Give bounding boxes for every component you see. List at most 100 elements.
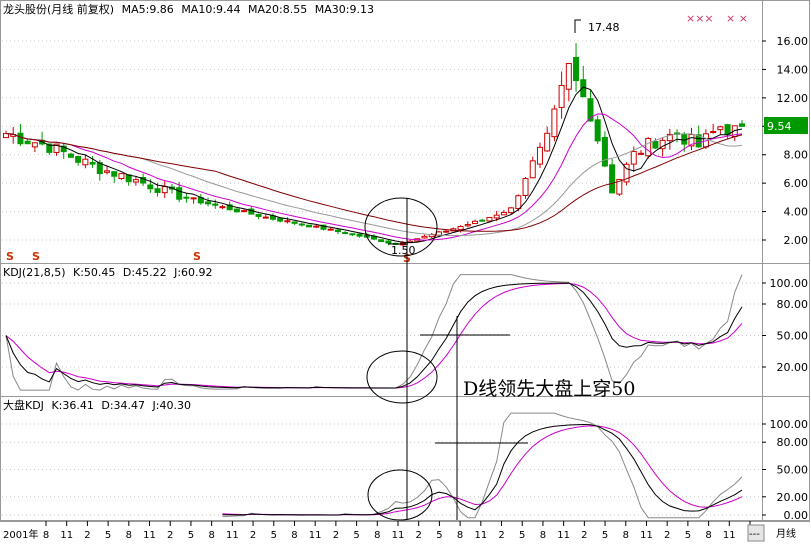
x-tick-label: 11 — [723, 530, 736, 541]
x-tick-label: 8 — [540, 530, 546, 541]
market-kdj-lines — [222, 412, 743, 519]
ma-lines — [5, 86, 743, 244]
y-tick-label: 14.00 — [777, 63, 809, 76]
candle-body — [298, 223, 305, 226]
candle-body — [616, 179, 623, 195]
candle-body — [587, 98, 594, 122]
ma30-value: MA30:9.13 — [315, 3, 374, 16]
candle-body — [183, 196, 190, 199]
ma10-line — [5, 113, 743, 241]
candle-body — [255, 213, 262, 217]
market-kdj-j-value: J:40.30 — [152, 399, 191, 412]
candle-body — [529, 160, 536, 179]
ma30-line — [5, 133, 743, 232]
market-kdj-panel[interactable]: 大盘KDJ K:36.41 D:34.47 J:40.30 100.00 80.0… — [3, 398, 808, 522]
y-tick-label: 100.00 — [770, 277, 809, 290]
candle-body — [536, 146, 543, 165]
k-line — [5, 282, 743, 389]
candle-body — [573, 56, 580, 82]
y-tick-label: 50.00 — [777, 464, 809, 477]
scroll-button-label: --- — [749, 529, 760, 540]
x-tick-label: 5 — [271, 530, 277, 541]
ma5-line — [5, 86, 743, 244]
kdj-title: KDJ(21,8,5) — [3, 266, 66, 279]
candle-body — [219, 206, 226, 209]
x-tick-label: 5 — [436, 530, 442, 541]
k-line — [222, 423, 743, 516]
ma10-value: MA10:9.44 — [181, 3, 240, 16]
price-panel-header: 龙头股份(月线 前复权) MA5:9.86 MA10:9.44 MA20:8.5… — [3, 2, 374, 16]
kdj-y-axis: 100.00 80.00 50.00 20.00 — [762, 277, 808, 374]
circle-annotation-price — [364, 197, 438, 257]
x-tick-label: 2 — [84, 530, 90, 541]
candle-body — [544, 132, 551, 152]
candle-body — [565, 63, 572, 90]
candle-body — [104, 170, 111, 173]
candle-body — [688, 133, 695, 147]
candle-body — [46, 143, 53, 153]
high-marker-line — [574, 19, 581, 33]
price-panel[interactable]: 龙头股份(月线 前复权) MA5:9.86 MA10:9.44 MA20:8.5… — [3, 2, 808, 265]
candle-body — [378, 239, 385, 243]
candle-body — [140, 176, 147, 184]
candle-body — [89, 161, 96, 165]
candle-body — [739, 123, 745, 127]
candle-body — [226, 204, 233, 211]
circle-annotation-market — [367, 469, 433, 521]
x-tick-label: 11 — [60, 530, 73, 541]
candle-body — [652, 141, 659, 149]
y-tick-label: 100.00 — [770, 418, 809, 431]
candle-body — [147, 184, 154, 190]
kdj-j-value: J:60.92 — [173, 266, 212, 279]
candle-body — [558, 85, 565, 108]
x-tick-label: 5 — [602, 530, 608, 541]
candle-body — [96, 162, 103, 175]
candle-body — [601, 136, 608, 167]
x-tick-label: 8 — [374, 530, 380, 541]
x-tick-label: 8 — [623, 530, 629, 541]
candle-body — [205, 201, 212, 205]
x-tick-label: 11 — [226, 530, 239, 541]
candle-body — [486, 216, 493, 222]
candle-body — [320, 224, 327, 230]
candle-body — [176, 187, 183, 200]
candle-body — [717, 126, 724, 131]
scroll-button[interactable] — [747, 524, 765, 542]
candle-body — [3, 133, 9, 139]
y-tick-label: 8.00 — [784, 149, 809, 162]
candle-body — [479, 219, 486, 222]
candle-body — [551, 108, 558, 138]
period-label[interactable]: 月线 — [776, 527, 796, 540]
candle-body — [623, 163, 630, 183]
y-tick-label: 50.00 — [777, 330, 809, 343]
annotation-text: D线领先大盘上穿50 — [463, 378, 635, 400]
x-tick-label: 2 — [333, 530, 339, 541]
y-tick-label: 0.00 — [784, 509, 809, 522]
candle-body — [17, 132, 24, 145]
candle-body — [161, 186, 168, 194]
x-tick-label: 11 — [640, 530, 653, 541]
candle-body — [695, 134, 702, 148]
kdj-panel[interactable]: KDJ(21,8,5) K:50.45 D:45.22 J:60.92 100.… — [3, 266, 808, 404]
high-label: 17.48 — [588, 21, 620, 34]
x-tick-label: 2 — [167, 530, 173, 541]
kdj-k-value: K:50.45 — [73, 266, 115, 279]
candle-body — [443, 230, 450, 233]
candle-body — [284, 220, 291, 223]
s-marker: S — [32, 250, 40, 263]
candle-body — [24, 140, 31, 145]
x-tick-label: 11 — [309, 530, 322, 541]
candle-body — [53, 143, 60, 153]
candle-body — [515, 195, 522, 210]
x-tick-label: 11 — [557, 530, 570, 541]
ma20-value: MA20:8.55 — [248, 3, 307, 16]
market-kdj-y-axis: 100.00 80.00 50.00 20.00 0.00 — [762, 418, 808, 522]
candle-body — [75, 156, 82, 163]
candle-body — [262, 216, 269, 219]
x-tick-label: 5 — [105, 530, 111, 541]
x-tick-label: 2 — [498, 530, 504, 541]
x-tick-label: 8 — [291, 530, 297, 541]
x-axis: 2001年 8 11 2 5 8 11 2 5 8 11 2 5 8 11 2 5 8 11 2 5 8 11 2 5 8 11 2… — [3, 521, 753, 541]
x-tick-label: 8 — [705, 530, 711, 541]
